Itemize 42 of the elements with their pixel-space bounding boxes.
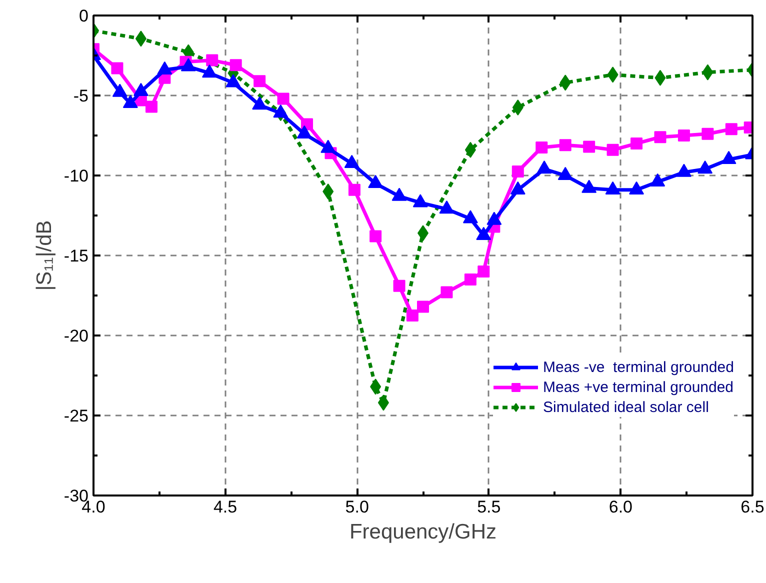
point: [512, 166, 524, 178]
point: [111, 62, 124, 74]
point: [322, 184, 334, 200]
x-axis-title: Frequency/GHz: [349, 520, 497, 544]
point: [206, 54, 218, 66]
point: [230, 59, 242, 72]
x-tick-label: 6.5: [740, 498, 764, 516]
point: [348, 184, 360, 196]
point: [417, 300, 429, 313]
point: [702, 128, 714, 140]
point: [630, 138, 643, 150]
y-tick-label: -15: [64, 246, 89, 266]
y-tick-label: -10: [64, 166, 89, 186]
point: [277, 92, 290, 105]
y-tick-label: 0: [79, 6, 89, 26]
point: [654, 131, 666, 144]
point: [536, 142, 548, 154]
point: [370, 230, 382, 242]
y-tick-label: -25: [64, 406, 89, 426]
x-tick-label: 4.5: [213, 498, 238, 516]
point: [145, 100, 158, 113]
point: [440, 286, 453, 298]
point: [406, 310, 418, 322]
point: [393, 280, 406, 292]
y-tick-label: -20: [64, 326, 89, 346]
x-tick-label: 5.5: [477, 498, 501, 516]
point: [583, 140, 596, 153]
point: [254, 75, 266, 88]
point: [725, 123, 738, 136]
legend-label: Meas -ve terminal grounded: [543, 358, 734, 376]
point: [606, 144, 619, 156]
point: [478, 266, 490, 278]
point: [559, 139, 572, 152]
x-tick-label: 5.0: [345, 498, 369, 516]
legend-label: Meas +ve terminal grounded: [543, 378, 734, 396]
y-axis-title: |S₁₁|/dB: [32, 220, 56, 291]
legend-label: Simulated ideal solar cell: [543, 398, 709, 416]
x-tick-label: 6.0: [608, 498, 633, 516]
y-tick-label: -5: [73, 86, 89, 106]
point: [512, 100, 524, 116]
point: [678, 130, 690, 142]
point: [464, 274, 476, 286]
